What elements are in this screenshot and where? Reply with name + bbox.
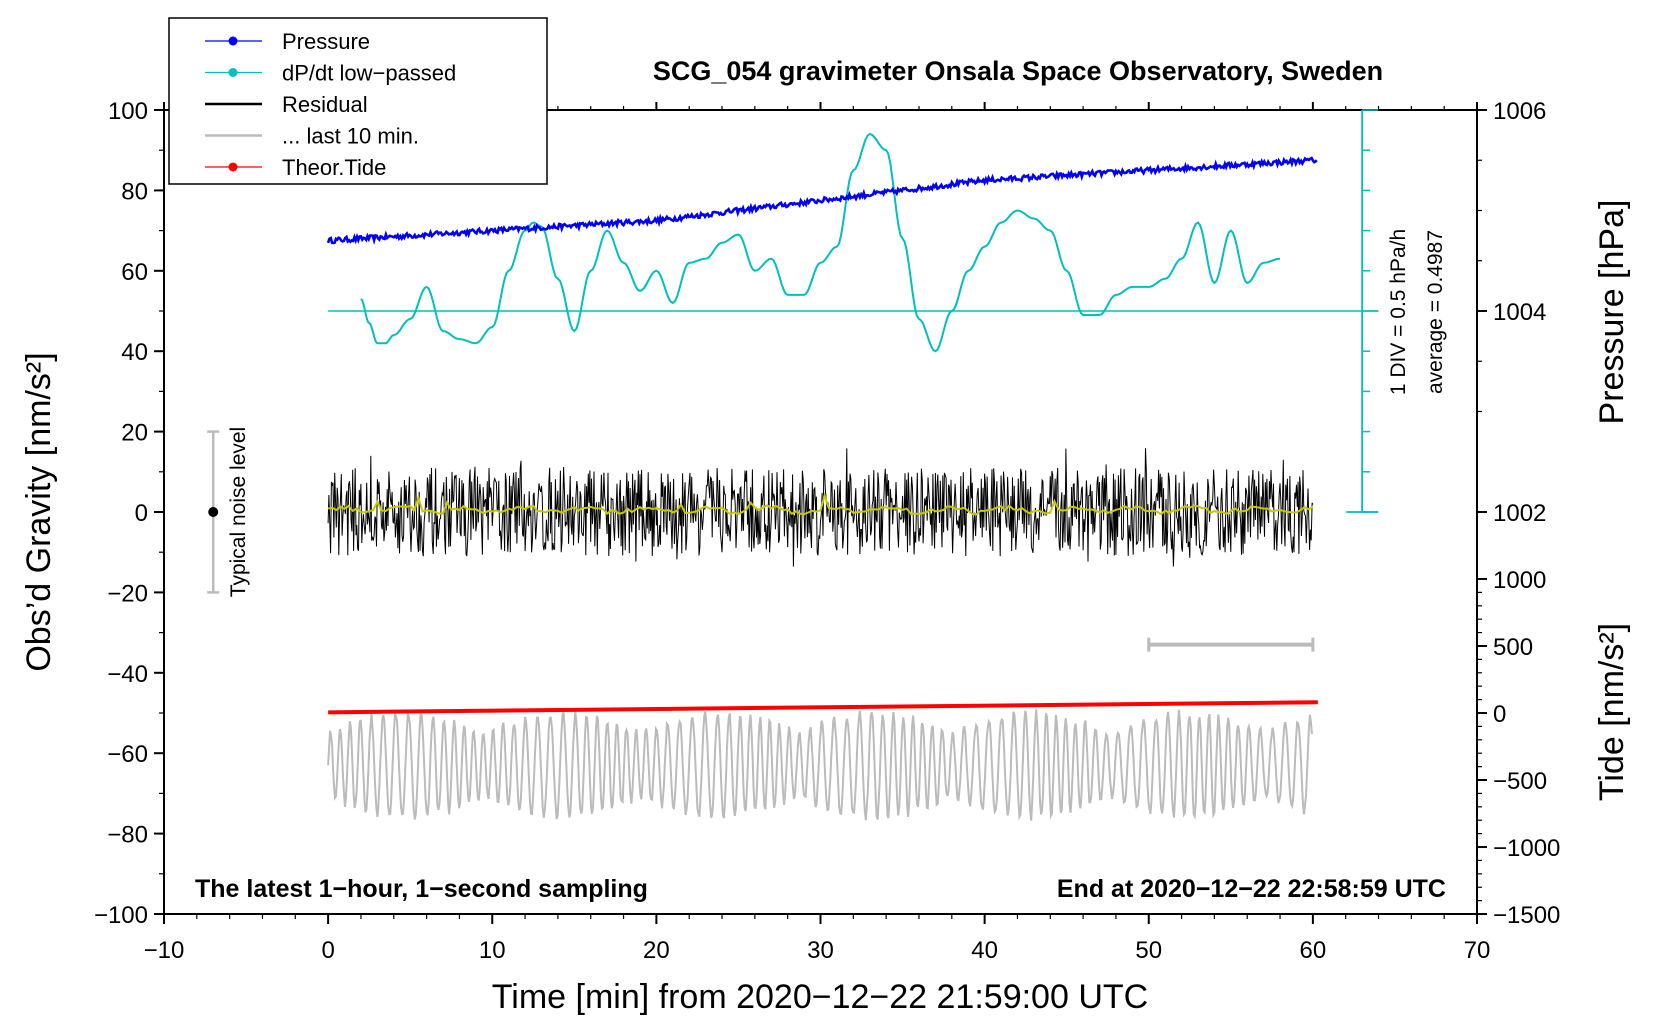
y-tick-label: 40 — [121, 339, 148, 366]
legend: Pressure dP/dt low−passed Residual ... last… — [168, 17, 548, 185]
y-tick-label: −60 — [107, 741, 148, 768]
y-axis-tide: −1500 −1000 −500 0 500 1000 — [1477, 567, 1560, 929]
legend-box — [168, 17, 548, 185]
tide-tick-label: 500 — [1493, 634, 1533, 661]
x-tick-label: 70 — [1464, 937, 1491, 964]
legend-label: ... last 10 min. — [282, 124, 419, 149]
scale-bar-label-average: average = 0.4987 — [1424, 230, 1447, 394]
y-axis-gravity: −100 −80 −60 −40 −20 0 20 40 60 80 100 — [94, 98, 164, 929]
y-tick-label: −80 — [107, 822, 148, 849]
y-tick-label: −40 — [107, 661, 148, 688]
x-axis-label: Time [min] from 2020−12−22 21:59:00 UTC — [492, 978, 1148, 1016]
series-layer — [207, 109, 1379, 821]
dpdt-line — [360, 133, 1281, 353]
y-tick-label: 0 — [135, 500, 148, 527]
residual-line — [327, 448, 1314, 567]
pressure-tick-label: 1002 — [1493, 500, 1546, 527]
scale-bar-label-div: 1 DIV = 0.5 hPa/h — [1387, 229, 1410, 395]
y-axis-label-gravity: Obs’d Gravity [nm/s²] — [20, 352, 58, 671]
y-tick-label: 100 — [108, 98, 148, 125]
tide-line — [328, 700, 1318, 715]
x-tick-label: 30 — [807, 937, 834, 964]
x-tick-label: 50 — [1135, 937, 1162, 964]
y-tick-label: 20 — [121, 420, 148, 447]
tide-tick-label: 0 — [1493, 701, 1506, 728]
x-tick-label: 10 — [479, 937, 506, 964]
y-tick-label: 80 — [121, 178, 148, 205]
legend-marker — [228, 36, 238, 46]
pressure-tick-label: 1006 — [1493, 98, 1546, 125]
y-axis-label-pressure: Pressure [hPa] — [1593, 200, 1631, 425]
annotation-bottom-left: The latest 1−hour, 1−second sampling — [195, 875, 648, 903]
x-tick-label: 60 — [1300, 937, 1327, 964]
x-tick-label: −10 — [144, 937, 185, 964]
tide-tick-label: 1000 — [1493, 567, 1546, 594]
x-tick-label: 40 — [971, 937, 998, 964]
legend-label: dP/dt low−passed — [282, 61, 456, 86]
y-tick-label: 60 — [121, 259, 148, 286]
legend-label: Residual — [282, 92, 368, 117]
y-tick-label: −20 — [107, 580, 148, 607]
legend-label: Pressure — [282, 29, 370, 54]
y-axis-label-tide: Tide [nm/s²] — [1593, 623, 1631, 801]
x-tick-label: 0 — [321, 937, 334, 964]
legend-label: Theor.Tide — [282, 155, 386, 180]
x-tick-label: 20 — [643, 937, 670, 964]
last-10-min-line — [327, 709, 1313, 821]
legend-marker — [228, 162, 238, 172]
y-axis-pressure: 1002 1004 1006 — [1477, 98, 1546, 527]
noise-level-label: Typical noise level — [227, 427, 250, 597]
pressure-line — [326, 156, 1318, 245]
tide-tick-label: −1000 — [1493, 835, 1560, 862]
x-axis: −10 0 10 20 30 40 50 60 70 — [144, 102, 1491, 964]
y-tick-label: −100 — [94, 902, 148, 929]
annotation-bottom-right: End at 2020−12−22 22:58:59 UTC — [1057, 875, 1446, 903]
legend-marker — [228, 68, 238, 77]
tide-tick-label: −500 — [1493, 768, 1547, 795]
pressure-tick-label: 1004 — [1493, 299, 1546, 326]
residual-smoothed-line — [327, 491, 1314, 516]
tide-tick-label: −1500 — [1493, 902, 1560, 929]
chart-title: SCG_054 gravimeter Onsala Space Observat… — [653, 56, 1383, 86]
noise-bar-dot — [208, 507, 219, 517]
